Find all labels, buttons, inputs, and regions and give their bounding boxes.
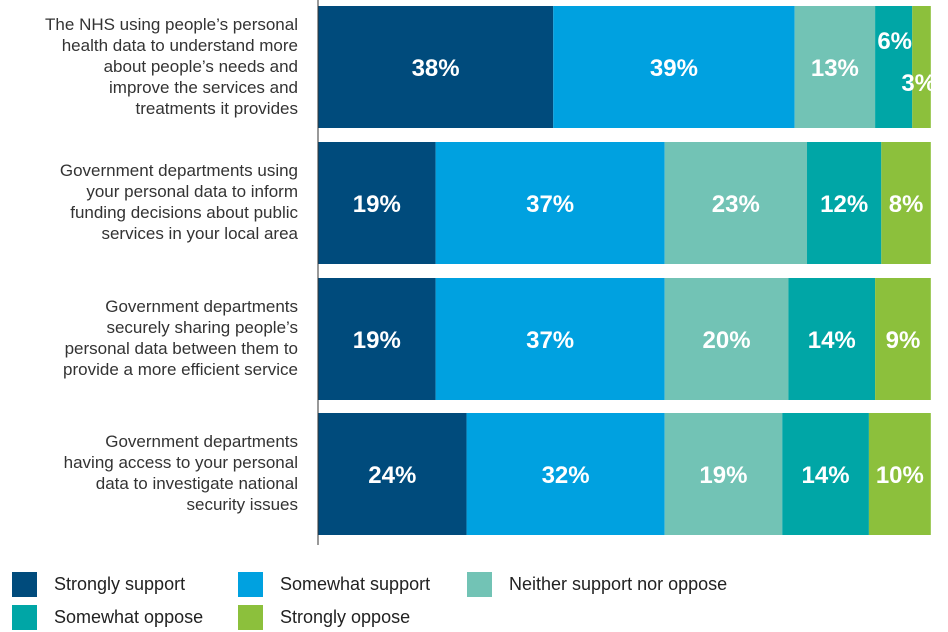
category-label-line: treatments it provides	[135, 98, 298, 118]
bar-segment	[881, 142, 931, 264]
stacked-bar-chart: 38% 39% 13% 6% 3% 19% 37% 23% 12% 8% 19% 37% 20% 14% 9…	[317, 0, 936, 545]
legend-label-strongly-support: Strongly support	[54, 573, 186, 594]
category-label-line: health data to understand more	[61, 35, 298, 55]
data-label: 23%	[712, 191, 760, 218]
data-label: 14%	[808, 327, 856, 354]
category-label-line: data to investigate national	[95, 474, 298, 493]
bar-segment	[435, 278, 665, 400]
category-label-1: The NHS using people’s personal health da…	[0, 14, 298, 119]
bar-segment	[912, 6, 931, 128]
category-label-line: about people’s needs and	[103, 56, 298, 76]
data-label: 37%	[526, 191, 574, 218]
legend-item-somewhat-oppose: Somewhat oppose	[12, 604, 203, 630]
legend-label-neither: Neither support nor oppose	[509, 573, 728, 594]
bar-segment	[664, 142, 808, 264]
legend-label-somewhat-support: Somewhat support	[280, 573, 431, 594]
legend-label-strongly-oppose: Strongly oppose	[280, 606, 411, 627]
bar-row-4: 24% 32% 19% 14% 10%	[318, 413, 931, 535]
data-label: 37%	[526, 327, 574, 354]
category-label-4: Government departments having access to y…	[0, 431, 298, 515]
bar-segment	[875, 6, 913, 128]
bar-segment	[782, 413, 869, 535]
legend-swatch-neither	[467, 571, 492, 597]
bar-segment	[664, 278, 789, 400]
bar-row-3: 19% 37% 20% 14% 9%	[318, 278, 931, 400]
bar-segment	[318, 278, 436, 400]
category-label-line: provide a more efficient service	[63, 360, 298, 379]
data-label: 19%	[699, 462, 747, 489]
category-label-line: personal data between them to	[64, 339, 298, 358]
bar-segment	[875, 278, 931, 400]
category-label-2: Government departments using your persona…	[0, 160, 298, 244]
data-label: 6%	[877, 28, 912, 55]
bar-segment	[318, 413, 467, 535]
data-label: 13%	[811, 55, 859, 82]
legend-item-neither: Neither support nor oppose	[467, 571, 727, 597]
bar-segment	[794, 6, 876, 128]
category-label-line: Government departments using	[59, 161, 298, 180]
legend-item-strongly-support: Strongly support	[12, 571, 185, 597]
data-label: 8%	[889, 191, 924, 218]
data-label: 9%	[886, 327, 921, 354]
bars-layer: 38% 39% 13% 6% 3% 19% 37% 23% 12% 8% 19% 37% 20% 14% 9…	[318, 6, 936, 535]
bar-row-1: 38% 39% 13% 6% 3%	[318, 6, 936, 128]
data-label: 10%	[876, 462, 924, 489]
data-label: 38%	[412, 55, 460, 82]
legend-swatch-strongly-support	[12, 571, 37, 597]
category-label-line: funding decisions about public	[70, 203, 298, 222]
bar-segment	[435, 142, 665, 264]
legend-item-strongly-oppose: Strongly oppose	[238, 604, 410, 630]
data-label: 14%	[802, 462, 850, 489]
category-label-line: Government departments	[105, 297, 298, 316]
bar-segment	[664, 413, 783, 535]
data-label: 39%	[650, 55, 698, 82]
category-label-line: The NHS using people’s personal	[45, 14, 298, 34]
data-label: 24%	[368, 462, 416, 489]
data-label: 32%	[542, 462, 590, 489]
legend-item-somewhat-support: Somewhat support	[238, 571, 430, 597]
bar-segment	[318, 142, 436, 264]
category-label-line: Government departments	[105, 432, 298, 451]
bar-segment	[466, 413, 665, 535]
bar-segment	[318, 6, 554, 128]
data-label: 12%	[820, 191, 868, 218]
category-label-line: your personal data to inform	[86, 182, 298, 201]
legend-swatch-somewhat-support	[238, 571, 263, 597]
legend-swatch-strongly-oppose	[238, 604, 263, 630]
legend-label-somewhat-oppose: Somewhat oppose	[54, 606, 204, 627]
data-label: 19%	[353, 191, 401, 218]
legend: Strongly support Somewhat support Neithe…	[12, 566, 932, 632]
bar-segment	[553, 6, 795, 128]
category-label-line: securely sharing people’s	[106, 318, 298, 337]
bar-row-2: 19% 37% 23% 12% 8%	[318, 142, 931, 264]
bar-segment	[807, 142, 882, 264]
bar-segment	[788, 278, 876, 400]
data-label: 3%	[901, 70, 936, 97]
data-label: 19%	[353, 327, 401, 354]
data-label: 20%	[703, 327, 751, 354]
category-label-line: security issues	[186, 495, 298, 514]
category-label-3: Government departments securely sharing p…	[0, 296, 298, 380]
legend-swatch-somewhat-oppose	[12, 604, 37, 630]
category-label-line: having access to your personal	[63, 453, 298, 472]
category-label-line: services in your local area	[101, 224, 298, 243]
category-label-line: improve the services and	[109, 77, 298, 97]
bar-segment	[868, 413, 931, 535]
